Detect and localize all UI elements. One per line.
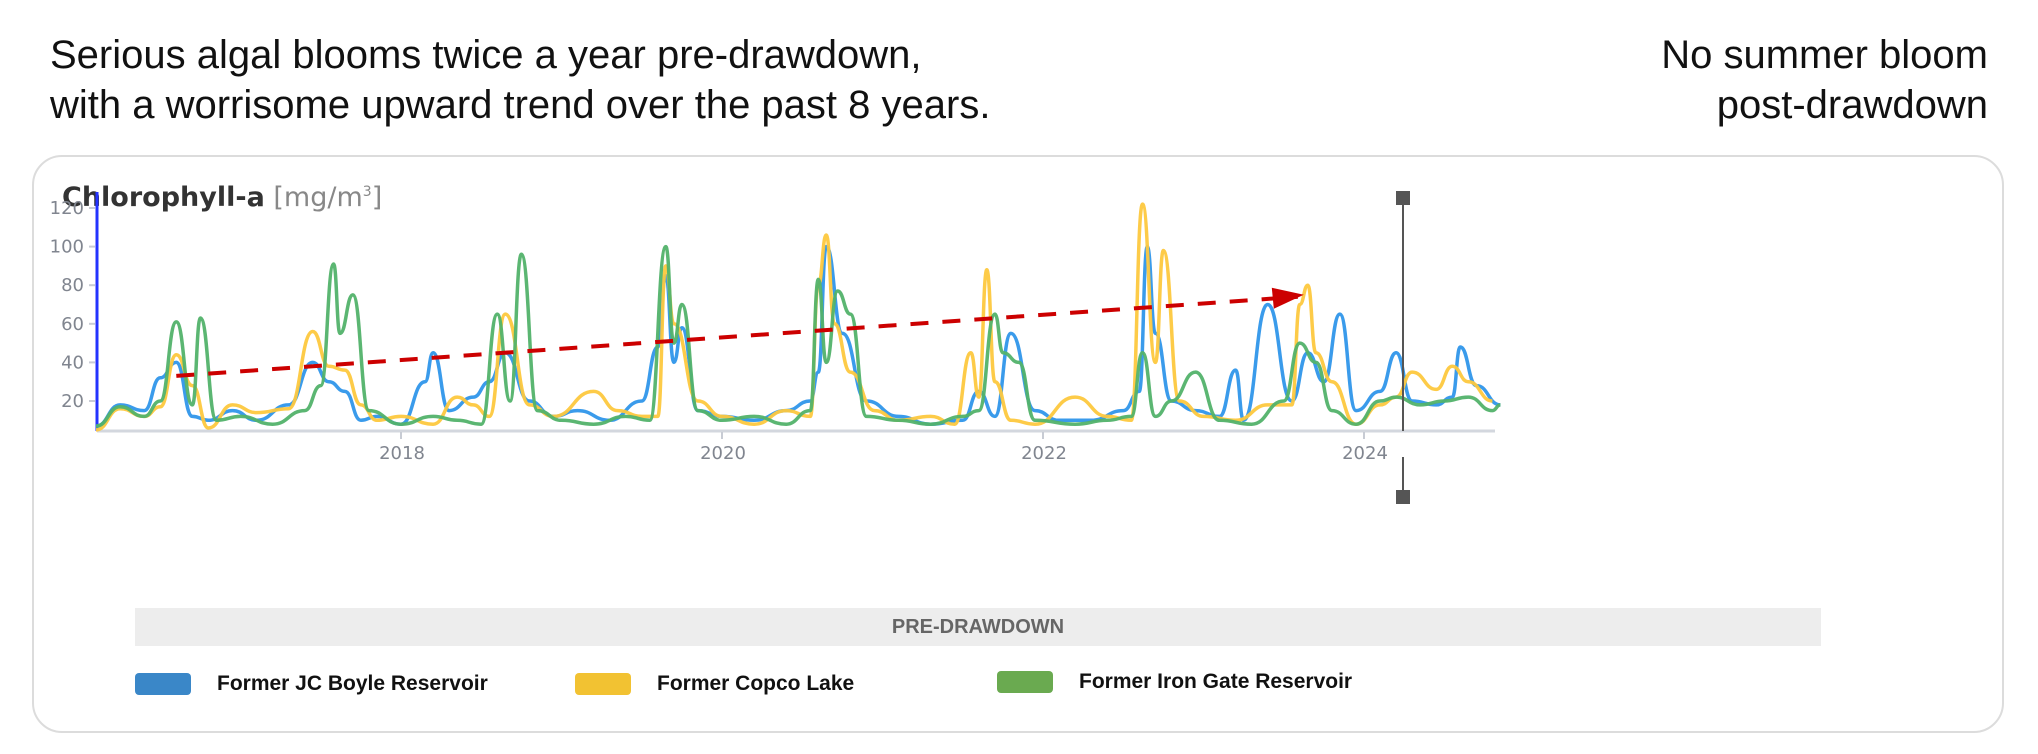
- headline-left-line1: Serious algal blooms twice a year pre-dr…: [50, 33, 922, 77]
- x-tick-label: 2022: [1021, 443, 1067, 464]
- series-copco: [95, 202, 1493, 432]
- annotations: [176, 191, 1410, 504]
- legend-label-jc-boyle: Former JC Boyle Reservoir: [217, 672, 488, 695]
- y-tick-label: 60: [61, 314, 84, 335]
- drawdown-marker-handle-top: [1396, 191, 1410, 205]
- y-tick-label: 40: [61, 352, 84, 373]
- x-tick-label: 2018: [379, 443, 425, 464]
- chart-title-unit: [mg/m3]: [273, 182, 383, 213]
- legend-swatch-copco: [575, 673, 631, 695]
- legend-item-copco[interactable]: Former Copco Lake: [575, 672, 854, 696]
- legend-label-iron-gate: Former Iron Gate Reservoir: [1079, 670, 1353, 693]
- headline-right-line2: post-drawdown: [1716, 83, 1988, 127]
- trend-line: [176, 294, 1298, 378]
- series-lines: [95, 202, 1501, 432]
- headline-right: No summer bloom post-drawdown: [1661, 30, 1988, 130]
- trend-arrowhead-icon: [1271, 287, 1304, 309]
- series-jc-boyle: [95, 244, 1501, 428]
- y-tick-label: 120: [50, 198, 84, 219]
- y-tick-label: 100: [50, 237, 84, 258]
- legend: Former JC Boyle Reservoir Former Copco L…: [0, 670, 2038, 704]
- x-tick-label: 2024: [1342, 443, 1388, 464]
- x-axis: 2018 2020 2022 2024: [97, 429, 1495, 464]
- legend-swatch-iron-gate: [997, 671, 1053, 693]
- series-iron-gate: [95, 244, 1501, 428]
- legend-item-iron-gate[interactable]: Former Iron Gate Reservoir: [997, 670, 1352, 694]
- headline-right-line1: No summer bloom: [1661, 33, 1988, 77]
- pre-drawdown-band: [135, 608, 1821, 646]
- headline-left-line2: with a worrisome upward trend over the p…: [50, 83, 991, 127]
- y-axis: 20 40 60 80 100 120: [50, 192, 99, 431]
- y-tick-label: 20: [61, 391, 84, 412]
- legend-label-copco: Former Copco Lake: [657, 672, 855, 695]
- y-tick-label: 80: [61, 275, 84, 296]
- headline-left: Serious algal blooms twice a year pre-dr…: [50, 30, 990, 130]
- pre-drawdown-label: PRE-DRAWDOWN: [891, 616, 1065, 638]
- legend-item-jc-boyle[interactable]: Former JC Boyle Reservoir: [135, 672, 488, 696]
- drawdown-marker-handle-bottom: [1396, 490, 1410, 504]
- x-tick-label: 2020: [700, 443, 746, 464]
- legend-swatch-jc-boyle: [135, 673, 191, 695]
